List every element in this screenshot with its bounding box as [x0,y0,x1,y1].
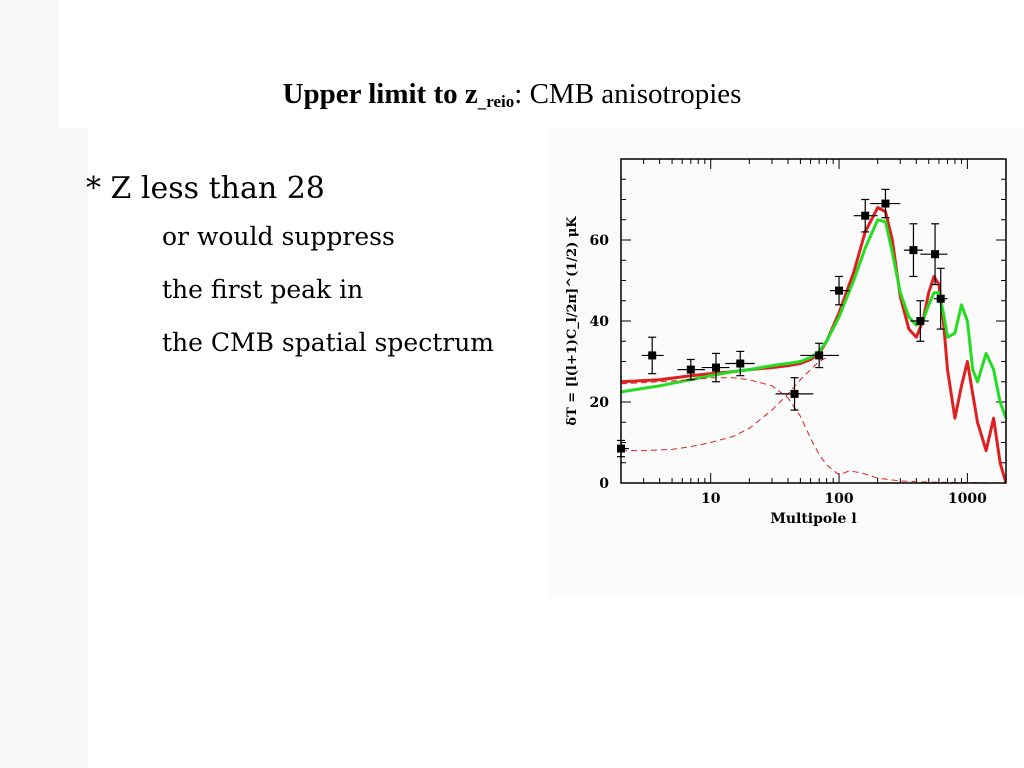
point-marker [881,199,890,208]
bullet-heading: * Z less than 28 [86,171,325,206]
bullet-line-3: the CMB spatial spectrum [162,328,494,357]
y-axis-label: δT = [l(l+1)C_l/2π]^(1/2) μK [565,216,580,426]
x-tick-label: 1000 [948,491,987,507]
model-curve-1 [621,218,1006,419]
y-tick-label: 60 [590,233,610,249]
data-point [870,188,901,219]
slide-title-bold: Upper limit to z [282,78,478,110]
content-margin-strip [58,128,88,768]
data-point [775,377,814,411]
model-curve-0 [621,206,1006,483]
data-point [641,336,664,375]
y-tick-label: 40 [590,314,610,330]
dashed-curve-2 [621,356,827,452]
data-point [725,350,755,377]
data-point [934,267,948,330]
x-tick-label: 100 [824,491,853,507]
slide-title-rest: : CMB anisotropies [514,78,742,110]
x-axis-label: Multipole l [770,511,856,527]
point-marker [736,359,745,368]
point-marker [712,363,721,372]
point-marker [648,351,657,360]
data-point [910,300,929,342]
data-points [617,188,948,458]
data-point [829,275,850,306]
point-marker [936,294,945,303]
model-curves [621,206,1006,483]
plot-frame [620,158,1007,484]
data-point [920,223,948,286]
y-tick-label: 20 [590,395,610,411]
point-marker [686,365,695,374]
dashed-curve-3 [621,377,1006,483]
point-marker [835,286,844,295]
text-panel: * Z less than 28 or would suppress the f… [86,168,536,369]
cmb-spectrum-chart: 10 100 1000 0 20 40 60 Multipole l δT = [l(l+1… [565,158,1007,527]
point-marker [909,246,918,255]
bullet-line-1: or would suppress [162,222,395,251]
axis-ticks [620,158,1007,484]
data-point [903,223,923,278]
point-marker [916,317,925,325]
data-point [800,342,840,369]
data-point [701,352,730,383]
data-point [853,198,878,233]
point-marker [815,351,824,360]
tick-labels: 10 100 1000 0 20 40 60 [590,233,988,507]
bullet-line-2: the first peak in [162,275,364,304]
slide-title-subscript: _reio [477,92,515,111]
point-marker [790,389,799,398]
slide-title: Upper limit to z_reio: CMB anisotropies [0,78,1024,112]
left-margin-strip [0,0,58,768]
x-tick-label: 10 [701,491,721,507]
point-marker [931,250,940,259]
data-point [677,358,705,381]
y-tick-label: 0 [599,476,609,492]
point-marker [861,211,870,220]
